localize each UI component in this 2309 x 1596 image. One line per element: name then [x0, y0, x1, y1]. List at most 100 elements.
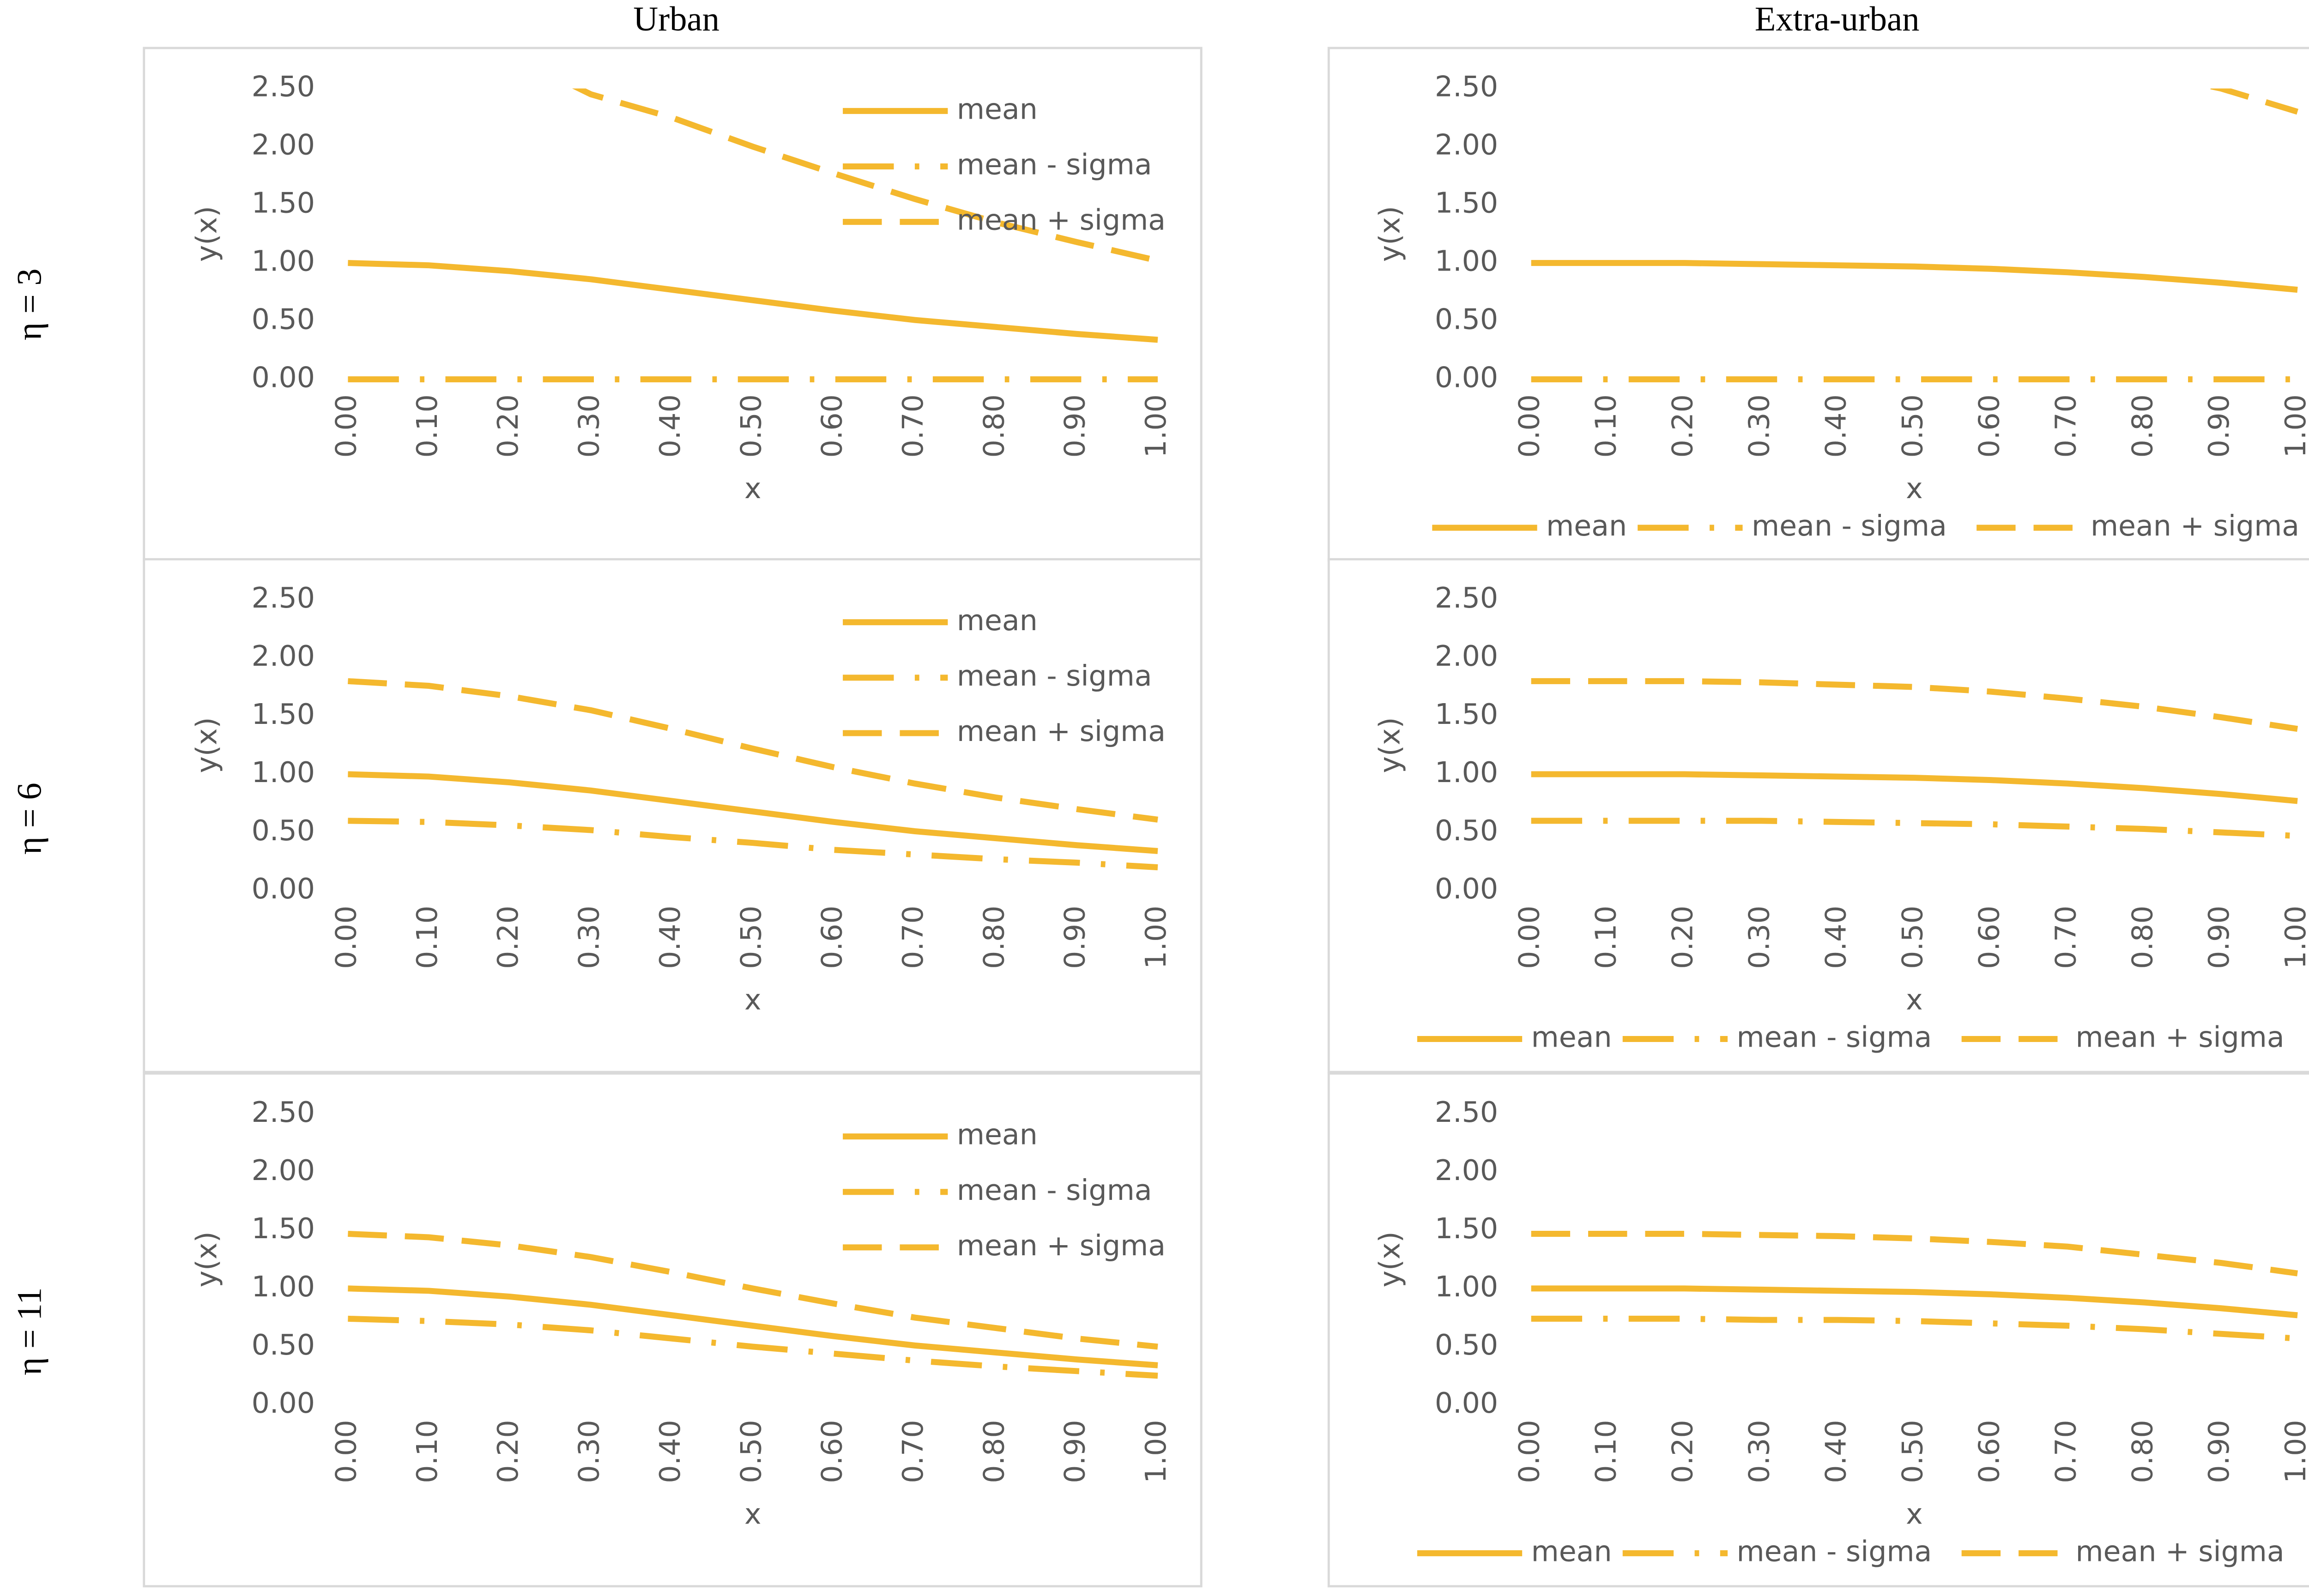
x-tick-label: 0.10	[411, 394, 444, 458]
x-tick-label: 0.00	[329, 906, 363, 969]
series-line	[1531, 1230, 2298, 1277]
series-line	[348, 1285, 1158, 1368]
series-line	[1531, 1315, 2298, 1342]
x-axis-label: x	[744, 472, 762, 505]
y-tick-label: 2.50	[1435, 1096, 1498, 1129]
y-tick-label: 0.00	[1435, 361, 1498, 394]
y-tick-label: 0.50	[252, 1328, 315, 1361]
y-tick-label: 0.00	[1435, 872, 1498, 905]
y-tick-label: 1.00	[252, 1270, 315, 1303]
x-tick-label: 0.30	[573, 906, 606, 969]
x-tick-label: 0.70	[896, 394, 930, 458]
y-tick-label: 1.50	[1435, 187, 1498, 220]
x-tick-label: 0.10	[411, 906, 444, 969]
legend-label: mean - sigma	[1737, 1021, 1932, 1054]
x-tick-label: 1.00	[2279, 394, 2309, 458]
plot-area	[348, 1230, 1158, 1379]
x-tick-label: 0.00	[1513, 1420, 1546, 1483]
plot-area	[1531, 678, 2298, 839]
x-tick-label: 0.30	[1743, 906, 1776, 969]
x-tick-label: 0.40	[1819, 394, 1853, 458]
x-tick-label: 1.00	[1139, 394, 1173, 458]
x-tick-label: 0.70	[2049, 394, 2082, 458]
y-axis-label: y(x)	[190, 1231, 223, 1287]
y-tick-label: 2.00	[1435, 1154, 1498, 1187]
x-tick-label: 0.60	[816, 1420, 849, 1483]
x-tick-label: 0.90	[1058, 1420, 1092, 1483]
x-tick-label: 0.70	[896, 906, 930, 969]
y-tick-label: 1.00	[1435, 245, 1498, 278]
legend-label: mean - sigma	[957, 148, 1152, 181]
legend-label: mean + sigma	[957, 1229, 1166, 1262]
y-axis-label: y(x)	[190, 717, 223, 773]
legend-label: mean - sigma	[957, 659, 1152, 693]
y-tick-label: 2.50	[1435, 70, 1498, 103]
x-tick-label: 0.50	[734, 906, 768, 969]
x-tick-label: 0.90	[2202, 1420, 2236, 1483]
x-tick-label: 1.00	[1139, 906, 1173, 969]
legend-label: mean	[1531, 1021, 1612, 1054]
legend-label: mean	[1531, 1535, 1612, 1568]
y-tick-label: 1.00	[252, 756, 315, 789]
x-axis-label: x	[1906, 1497, 1923, 1530]
x-tick-label: 0.50	[1896, 394, 1929, 458]
x-tick-label: 0.10	[1590, 1420, 1623, 1483]
y-tick-label: 2.00	[252, 128, 315, 162]
legend-label: mean	[957, 1118, 1038, 1151]
series-line	[1531, 678, 2298, 732]
x-tick-label: 0.40	[1819, 1420, 1853, 1483]
chart-panel	[143, 47, 1203, 562]
x-tick-label: 0.40	[653, 394, 687, 458]
x-tick-label: 0.50	[1896, 906, 1929, 969]
x-tick-label: 0.70	[896, 1420, 930, 1483]
plot-area	[1531, 88, 2298, 383]
x-tick-label: 0.10	[1590, 906, 1623, 969]
x-tick-label: 0.50	[1896, 1420, 1929, 1483]
column-title: Urban	[633, 0, 719, 38]
x-tick-label: 1.00	[2279, 906, 2309, 969]
x-tick-label: 0.90	[2202, 394, 2236, 458]
y-tick-label: 2.50	[252, 1096, 315, 1129]
series-line	[1531, 771, 2298, 804]
y-tick-label: 1.50	[252, 187, 315, 220]
x-tick-label: 0.80	[2126, 394, 2159, 458]
legend-label: mean + sigma	[2091, 509, 2299, 542]
y-axis-label: y(x)	[1373, 1231, 1407, 1287]
plot-area	[1531, 1230, 2298, 1342]
legend-label: mean + sigma	[957, 204, 1166, 237]
plot-area	[348, 88, 1159, 383]
series-line	[1531, 260, 2298, 293]
x-tick-label: 0.20	[491, 394, 525, 458]
series-line	[348, 1230, 1158, 1350]
y-tick-label: 2.50	[252, 70, 315, 103]
x-tick-label: 0.00	[329, 1420, 363, 1483]
y-tick-label: 0.50	[1435, 814, 1498, 847]
x-tick-label: 0.80	[2126, 1420, 2159, 1483]
x-axis-label: x	[1906, 472, 1923, 505]
y-tick-label: 1.00	[1435, 756, 1498, 789]
x-tick-label: 0.60	[816, 394, 849, 458]
x-tick-label: 0.00	[329, 394, 363, 458]
legend-label: mean + sigma	[2075, 1535, 2284, 1568]
x-tick-label: 0.30	[1743, 394, 1776, 458]
y-tick-label: 2.50	[252, 581, 315, 614]
y-tick-label: 1.50	[252, 698, 315, 731]
x-tick-label: 0.20	[1666, 906, 1699, 969]
x-tick-label: 0.20	[491, 906, 525, 969]
x-tick-label: 0.90	[1058, 906, 1092, 969]
x-tick-label: 0.70	[2049, 906, 2082, 969]
y-tick-label: 0.00	[1435, 1386, 1498, 1420]
x-tick-label: 0.80	[977, 1420, 1010, 1483]
y-tick-label: 1.50	[1435, 698, 1498, 731]
legend-label: mean - sigma	[1752, 509, 1947, 542]
series-line	[572, 88, 1159, 264]
y-tick-label: 0.00	[252, 872, 315, 905]
series-line	[348, 771, 1158, 854]
x-tick-label: 0.60	[1972, 1420, 2006, 1483]
x-tick-label: 0.50	[734, 394, 768, 458]
x-tick-label: 0.70	[2049, 1420, 2082, 1483]
x-tick-label: 0.80	[977, 906, 1010, 969]
x-tick-label: 0.20	[1666, 394, 1699, 458]
